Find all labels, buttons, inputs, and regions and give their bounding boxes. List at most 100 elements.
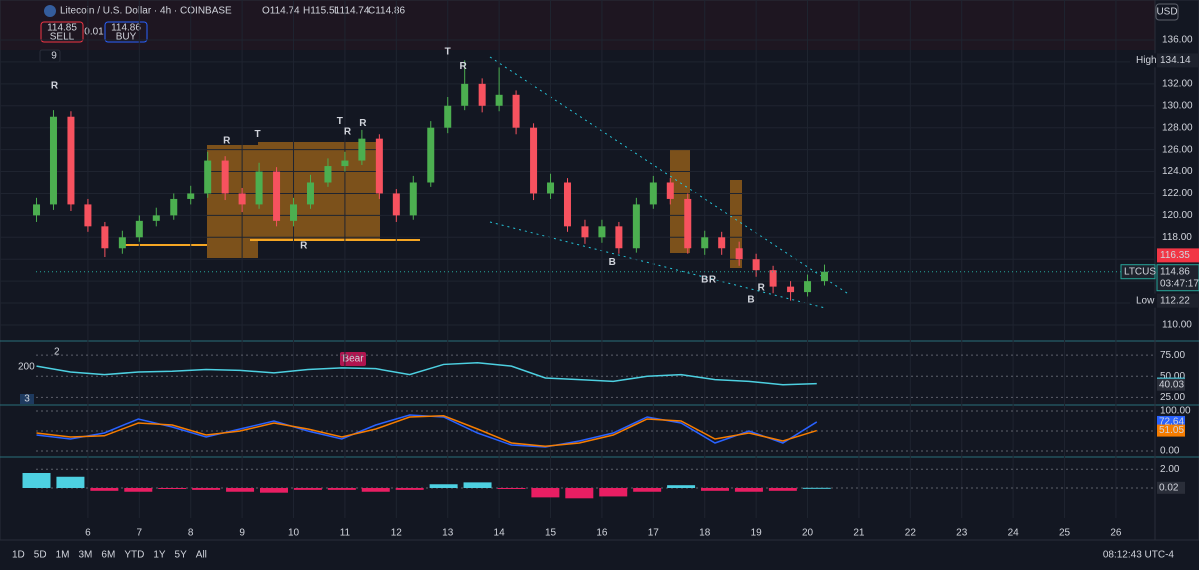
y-tick-label: 122.00 (1162, 188, 1193, 199)
range-button[interactable]: YTD (124, 550, 144, 561)
histogram-bar (633, 488, 662, 492)
candle-body (255, 171, 263, 205)
low-box (1130, 293, 1158, 308)
y-tick-label: 2.00 (1160, 464, 1180, 475)
candle-body (787, 286, 795, 293)
buy-price[interactable]: 114.86 (111, 23, 141, 34)
candle-body (512, 94, 520, 128)
candle-body (563, 182, 571, 227)
value-marker-label: 72.64 (1159, 417, 1184, 428)
range-button[interactable]: 1D (12, 550, 25, 561)
last-value: 114.86 (1160, 266, 1190, 277)
candle-body (804, 281, 812, 293)
histogram-bar (124, 488, 153, 492)
candle-body (530, 127, 538, 194)
y-tick-label: 128.00 (1162, 122, 1193, 133)
last-box (1156, 264, 1199, 292)
panel-left: 3 (24, 394, 30, 405)
y-tick-label: 126.00 (1162, 144, 1193, 155)
range-button[interactable]: 6M (101, 550, 115, 561)
candle-body (221, 160, 229, 194)
candle-body (273, 171, 281, 221)
currency[interactable]: USD (1156, 7, 1177, 18)
buy-button[interactable] (104, 21, 148, 43)
x-tick-label: 9 (239, 528, 245, 539)
indicator-toggle[interactable] (39, 49, 61, 63)
level-value: 116.35 (1160, 250, 1190, 261)
ohlc-low: L114.74 (334, 6, 370, 17)
x-tick-label: 6 (85, 528, 91, 539)
y-tick-label: 118.00 (1162, 232, 1192, 243)
candle-body (581, 226, 589, 238)
clock: 08:12:43 UTC-4 (1103, 550, 1175, 561)
high-tag: High (1136, 55, 1157, 66)
x-tick-label: 24 (1008, 528, 1020, 539)
y-tick-label: 110.00 (1162, 320, 1192, 331)
y-tick-label: 0.00 (1160, 446, 1180, 457)
histogram-bar (192, 488, 221, 490)
candle-body (461, 83, 469, 106)
signal-label: R (709, 275, 717, 286)
sell-label[interactable]: SELL (50, 32, 75, 43)
x-tick-label: 17 (648, 528, 660, 539)
value-marker-label: 51.05 (1159, 425, 1184, 436)
signal-label: T (254, 129, 260, 140)
panel-left-box (20, 394, 34, 404)
candle-body (649, 182, 657, 205)
candle-body (427, 127, 435, 183)
candle-body (101, 226, 109, 249)
ohlc-high: H115.51 (303, 6, 341, 17)
title: Litecoin / U.S. Dollar · 4h · COINBASE (60, 6, 232, 17)
range-button[interactable]: 3M (79, 550, 93, 561)
candle-body (238, 193, 246, 205)
value-marker (1157, 424, 1185, 437)
level-box (1157, 248, 1199, 263)
sell-price[interactable]: 114.85 (47, 23, 77, 34)
x-tick-label: 8 (188, 528, 194, 539)
x-tick-label: 26 (1110, 528, 1122, 539)
symbol-box (1120, 264, 1156, 280)
histogram-bar (226, 488, 255, 492)
candle-body (84, 204, 92, 227)
y-tick-label: 124.00 (1162, 166, 1193, 177)
signal-label: R (359, 118, 367, 129)
range-button[interactable]: 1Y (153, 550, 166, 561)
x-tick-label: 10 (288, 528, 300, 539)
signal-label: R (223, 135, 231, 146)
candle-body (358, 138, 366, 161)
x-tick-label: 16 (596, 528, 608, 539)
range-button[interactable]: 5D (34, 550, 47, 561)
x-tick-label: 15 (545, 528, 557, 539)
low-value: 112.22 (1160, 295, 1190, 306)
indicator-count[interactable]: 9 (51, 51, 57, 62)
spread: 0.01 (84, 27, 104, 38)
range-button[interactable]: All (196, 550, 207, 561)
panel-tag: Bear (342, 354, 364, 365)
candle-body (375, 138, 383, 194)
candle-body (290, 204, 298, 221)
x-tick-label: 13 (442, 528, 454, 539)
signal-label: B (701, 275, 708, 286)
candle-body (684, 198, 692, 249)
candle-body (33, 204, 41, 216)
indicator-line (36, 361, 817, 386)
histogram-bar (531, 488, 560, 498)
range-button[interactable]: 1M (56, 550, 70, 561)
sell-button[interactable] (40, 21, 84, 43)
high-value: 134.14 (1160, 55, 1191, 66)
indicator-line (36, 415, 818, 447)
candle-body (392, 193, 400, 216)
candle-body (67, 116, 75, 205)
panel-count[interactable]: 2 (54, 347, 60, 358)
candle-body (547, 182, 555, 194)
histogram-bar (327, 488, 356, 490)
currency-button[interactable] (1155, 3, 1179, 21)
value-marker (1157, 378, 1185, 391)
candle-body (170, 198, 178, 216)
buy-label[interactable]: BUY (116, 32, 137, 43)
range-button[interactable]: 5Y (175, 550, 188, 561)
x-tick-label: 7 (137, 528, 143, 539)
ohlc-close: C114.86 (368, 6, 406, 17)
signal-label: B (747, 294, 754, 305)
candle-body (341, 160, 349, 167)
